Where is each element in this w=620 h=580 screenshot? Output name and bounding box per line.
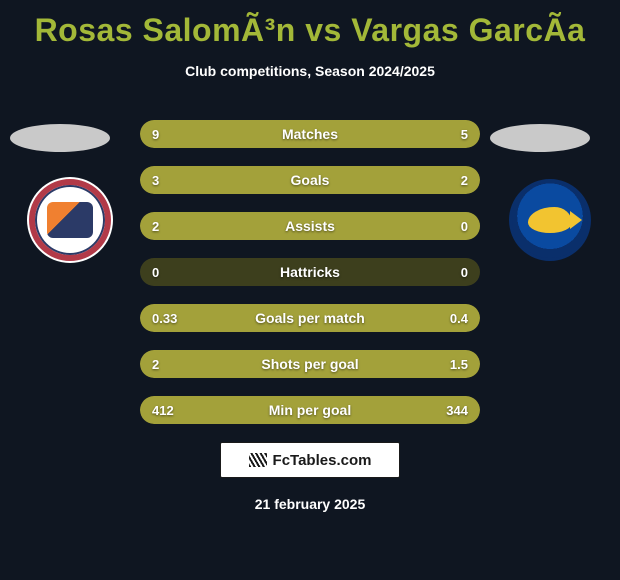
stat-label: Goals bbox=[291, 172, 330, 188]
page-title: Rosas SalomÃ³n vs Vargas GarcÃ­a bbox=[0, 0, 620, 49]
stat-row: 412 Min per goal 344 bbox=[140, 396, 480, 424]
stat-value-left: 412 bbox=[152, 403, 174, 418]
stat-value-left: 0.33 bbox=[152, 311, 177, 326]
stat-value-right: 2 bbox=[461, 173, 468, 188]
stat-value-right: 0.4 bbox=[450, 311, 468, 326]
player-left-silhouette bbox=[10, 124, 110, 152]
club-badge-left-mark bbox=[47, 202, 93, 238]
stat-fill-right bbox=[344, 166, 480, 194]
season-subtitle: Club competitions, Season 2024/2025 bbox=[0, 63, 620, 79]
date-caption: 21 february 2025 bbox=[0, 496, 620, 512]
stat-value-left: 2 bbox=[152, 357, 159, 372]
club-badge-right bbox=[509, 179, 591, 261]
club-badge-left bbox=[29, 179, 111, 261]
site-logo: FcTables.com bbox=[220, 442, 400, 478]
stat-row: 9 Matches 5 bbox=[140, 120, 480, 148]
stat-value-right: 0 bbox=[461, 265, 468, 280]
comparison-card: Rosas SalomÃ³n vs Vargas GarcÃ­a Club co… bbox=[0, 0, 620, 580]
stat-row: 3 Goals 2 bbox=[140, 166, 480, 194]
stat-value-right: 1.5 bbox=[450, 357, 468, 372]
player-right-silhouette bbox=[490, 124, 590, 152]
stat-label: Min per goal bbox=[269, 402, 351, 418]
stat-value-right: 0 bbox=[461, 219, 468, 234]
stat-label: Shots per goal bbox=[261, 356, 358, 372]
stat-value-left: 9 bbox=[152, 127, 159, 142]
site-logo-text: FcTables.com bbox=[273, 452, 372, 469]
stat-value-left: 3 bbox=[152, 173, 159, 188]
stat-value-left: 2 bbox=[152, 219, 159, 234]
stat-label: Goals per match bbox=[255, 310, 365, 326]
dorados-fish-icon bbox=[528, 207, 572, 233]
stat-label: Assists bbox=[285, 218, 335, 234]
stat-value-right: 344 bbox=[446, 403, 468, 418]
stat-row: 2 Assists 0 bbox=[140, 212, 480, 240]
site-logo-icon bbox=[249, 453, 267, 467]
stat-row: 0.33 Goals per match 0.4 bbox=[140, 304, 480, 332]
stat-bars: 9 Matches 5 3 Goals 2 2 Assists 0 0 Hattricks 0 0.33… bbox=[140, 120, 480, 442]
stat-label: Matches bbox=[282, 126, 338, 142]
stat-label: Hattricks bbox=[280, 264, 340, 280]
stat-row: 2 Shots per goal 1.5 bbox=[140, 350, 480, 378]
stat-value-left: 0 bbox=[152, 265, 159, 280]
stat-row: 0 Hattricks 0 bbox=[140, 258, 480, 286]
stat-value-right: 5 bbox=[461, 127, 468, 142]
